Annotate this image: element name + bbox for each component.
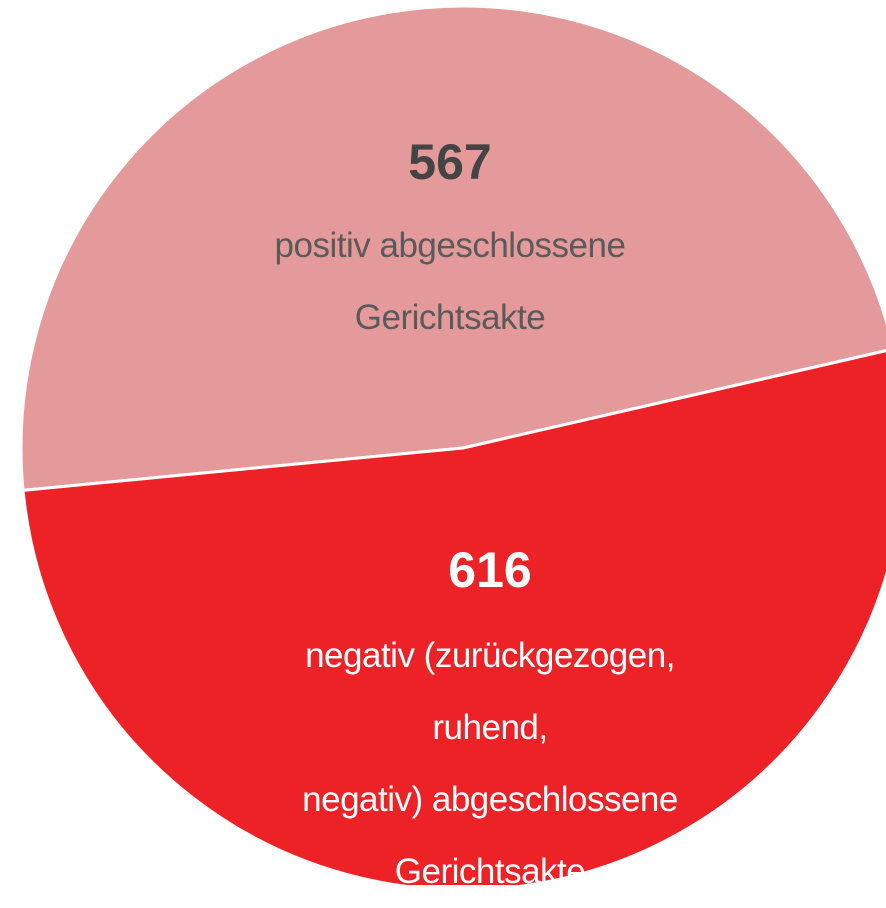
slice-category-label: positiv abgeschlossene Gerichtsakte	[274, 226, 626, 337]
slice-category-label: negativ (zurückgezogen, ruhend, negativ)…	[302, 636, 678, 891]
slice-value-label: 567	[408, 134, 492, 190]
pie-slice	[21, 349, 886, 885]
page: 567 positiv abgeschlossene Gerichtsakte 61…	[19, 4, 886, 885]
slice-value-label: 616	[448, 542, 532, 598]
pie-slice	[19, 4, 886, 493]
chart	[19, 4, 886, 885]
